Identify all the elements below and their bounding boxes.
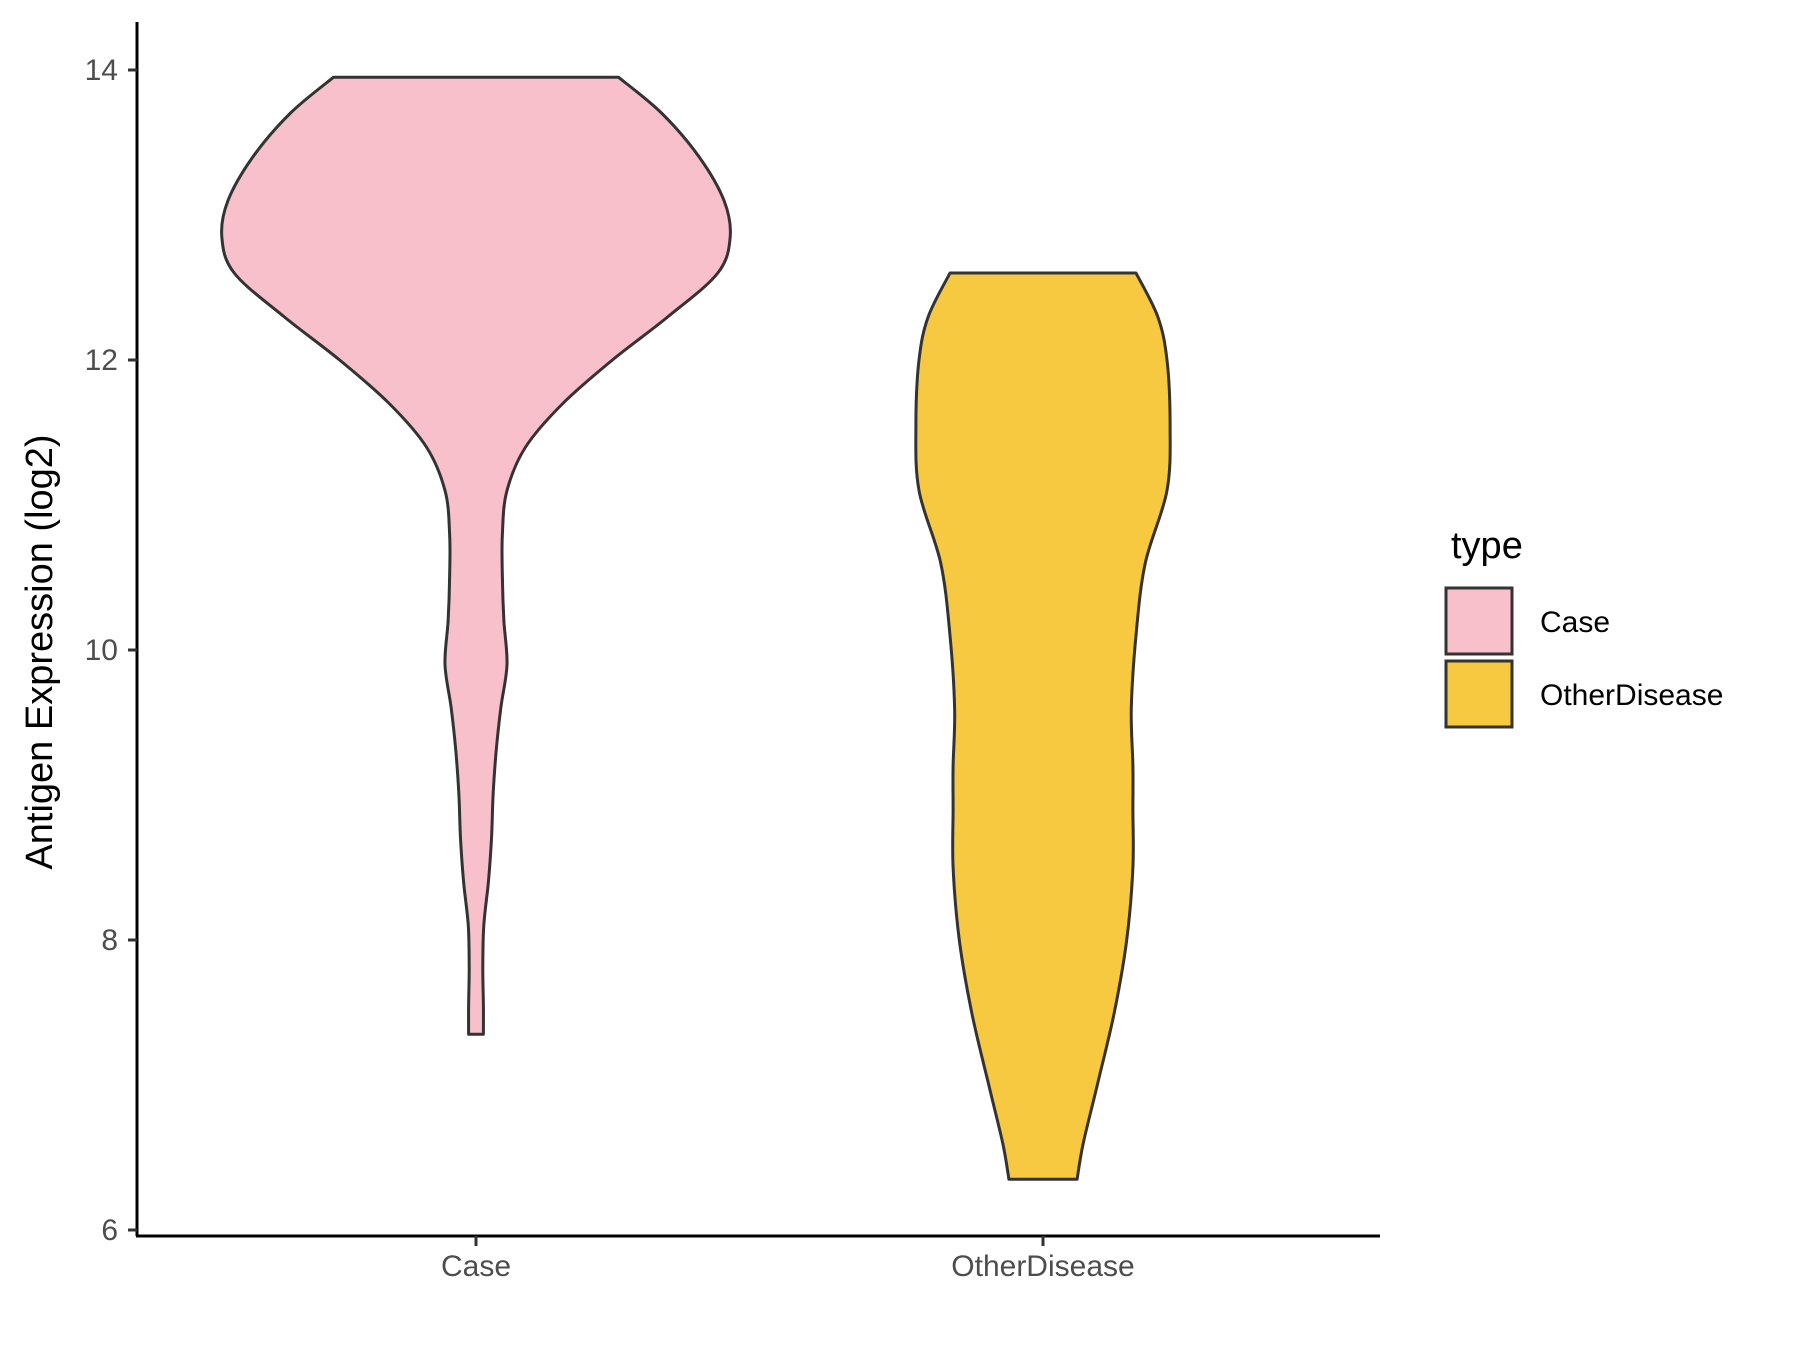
legend-key-case [1444, 586, 1514, 656]
legend-label: Case [1540, 606, 1610, 639]
y-ticks: 6 8 10 12 14 [85, 54, 137, 1247]
legend-title: type [1451, 525, 1523, 567]
x-tick-label: OtherDisease [951, 1250, 1134, 1283]
y-tick-label: 14 [85, 54, 118, 87]
y-tick-label: 8 [101, 924, 118, 957]
y-tick-label: 6 [101, 1214, 118, 1247]
violin-case [220, 75, 732, 1036]
axes-layer [135, 22, 1380, 1238]
x-tick-label: Case [441, 1250, 511, 1283]
violins-layer [220, 75, 1172, 1181]
legend: type Case OtherDisease [1444, 525, 1723, 729]
x-ticks: Case OtherDisease [441, 1236, 1135, 1283]
y-axis-title: Antigen Expression (log2) [19, 434, 61, 869]
legend-label: OtherDisease [1540, 679, 1723, 712]
y-tick-label: 12 [85, 344, 118, 377]
y-tick-label: 10 [85, 634, 118, 667]
legend-key-otherdisease [1444, 659, 1514, 729]
violin-otherdisease [914, 271, 1172, 1181]
